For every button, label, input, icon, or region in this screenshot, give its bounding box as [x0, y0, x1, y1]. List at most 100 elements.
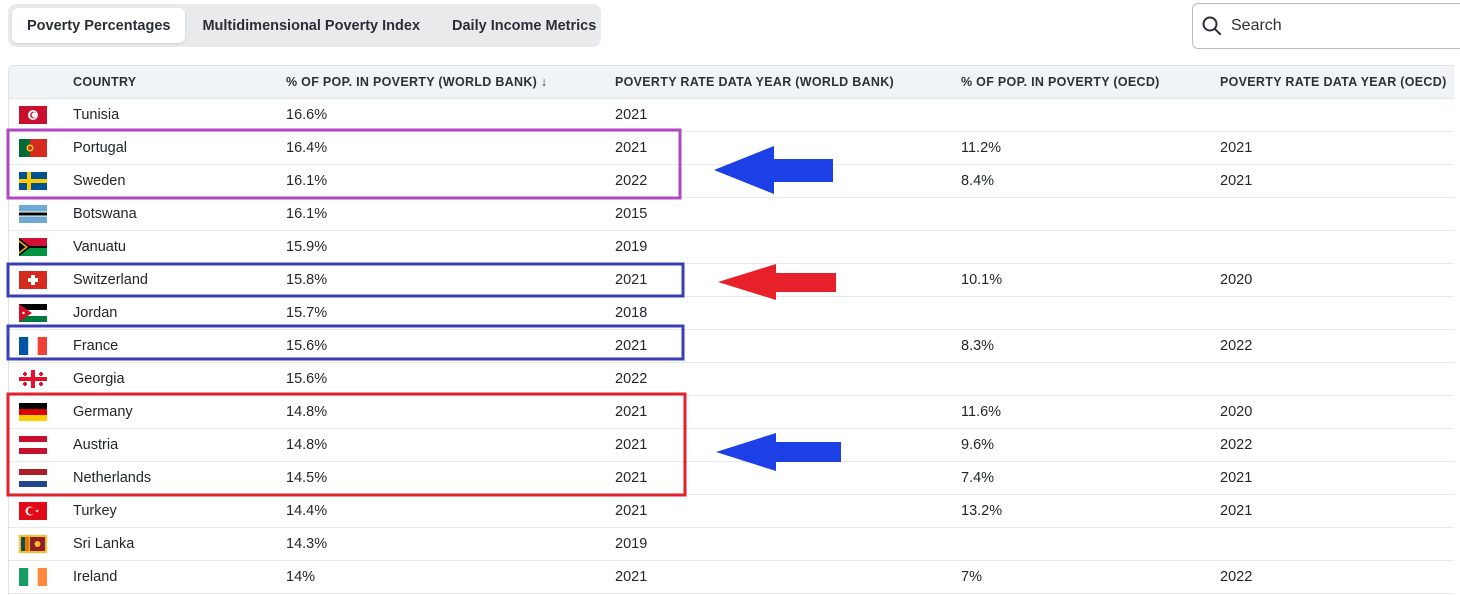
flag-cell	[9, 494, 73, 528]
cell-oecd-pct: 10.1%	[961, 263, 1220, 297]
table-row[interactable]: France 15.6% 2021 8.3% 2022	[9, 329, 1454, 363]
table-row[interactable]: Tunisia 16.6% 2021	[9, 98, 1454, 132]
cell-wb-pct: 16.1%	[286, 197, 615, 231]
cell-wb-pct: 14.4%	[286, 494, 615, 528]
cell-wb-year: 2021	[615, 395, 961, 429]
cell-country: Ireland	[73, 560, 286, 594]
cell-oecd-pct: 13.2%	[961, 494, 1220, 528]
column-header-wb-pct[interactable]: % OF POP. IN POVERTY (WORLD BANK) ↓	[286, 66, 615, 99]
cell-oecd-pct	[961, 362, 1220, 396]
cell-wb-pct: 15.9%	[286, 230, 615, 264]
flag-cell	[9, 131, 73, 165]
jordan-flag-icon	[19, 303, 73, 322]
table-row[interactable]: Jordan 15.7% 2018	[9, 296, 1454, 330]
cell-country: Vanuatu	[73, 230, 286, 264]
column-header-oecd-year[interactable]: POVERTY RATE DATA YEAR (OECD)	[1220, 66, 1454, 99]
cell-oecd-year	[1220, 296, 1454, 330]
tab-poverty-percentages[interactable]: Poverty Percentages	[12, 8, 186, 43]
cell-oecd-year: 2022	[1220, 428, 1454, 462]
sri-lanka-flag-icon	[19, 534, 73, 553]
ireland-flag-icon	[19, 567, 73, 586]
cell-country: Sweden	[73, 164, 286, 198]
tab-bar: Poverty Percentages Multidimensional Pov…	[8, 4, 601, 47]
cell-wb-pct: 16.4%	[286, 131, 615, 165]
cell-country: Switzerland	[73, 263, 286, 297]
cell-country: Austria	[73, 428, 286, 462]
cell-oecd-pct: 8.4%	[961, 164, 1220, 198]
cell-oecd-pct	[961, 527, 1220, 561]
cell-oecd-pct: 7%	[961, 560, 1220, 594]
austria-flag-icon	[19, 435, 73, 454]
cell-oecd-year	[1220, 362, 1454, 396]
cell-wb-year: 2021	[615, 131, 961, 165]
flag-cell	[9, 428, 73, 462]
netherlands-flag-icon	[19, 468, 73, 487]
table-row[interactable]: Switzerland 15.8% 2021 10.1% 2020	[9, 263, 1454, 297]
cell-wb-year: 2021	[615, 560, 961, 594]
flag-cell	[9, 362, 73, 396]
cell-oecd-year	[1220, 527, 1454, 561]
column-header-oecd-pct[interactable]: % OF POP. IN POVERTY (OECD)	[961, 66, 1220, 99]
poverty-table: COUNTRY % OF POP. IN POVERTY (WORLD BANK…	[9, 66, 1454, 594]
flag-cell	[9, 230, 73, 264]
cell-oecd-year: 2022	[1220, 329, 1454, 363]
sweden-flag-icon	[19, 171, 73, 190]
search-box[interactable]	[1192, 3, 1460, 49]
column-header-wb-year[interactable]: POVERTY RATE DATA YEAR (WORLD BANK)	[615, 66, 961, 99]
cell-oecd-year	[1220, 197, 1454, 231]
table-header-row: COUNTRY % OF POP. IN POVERTY (WORLD BANK…	[9, 66, 1454, 99]
search-icon	[1202, 16, 1221, 35]
flag-cell	[9, 263, 73, 297]
cell-wb-year: 2018	[615, 296, 961, 330]
cell-oecd-year: 2020	[1220, 395, 1454, 429]
cell-wb-year: 2019	[615, 230, 961, 264]
cell-wb-year: 2021	[615, 263, 961, 297]
botswana-flag-icon	[19, 204, 73, 223]
table-row[interactable]: Netherlands 14.5% 2021 7.4% 2021	[9, 461, 1454, 495]
cell-wb-pct: 14%	[286, 560, 615, 594]
cell-wb-year: 2022	[615, 164, 961, 198]
cell-wb-pct: 15.6%	[286, 362, 615, 396]
tab-daily-income-metrics[interactable]: Daily Income Metrics	[452, 17, 597, 34]
cell-country: Georgia	[73, 362, 286, 396]
flag-cell	[9, 98, 73, 132]
cell-country: Sri Lanka	[73, 527, 286, 561]
cell-oecd-pct: 8.3%	[961, 329, 1220, 363]
flag-cell	[9, 329, 73, 363]
table-row[interactable]: Portugal 16.4% 2021 11.2% 2021	[9, 131, 1454, 165]
table-row[interactable]: Ireland 14% 2021 7% 2022	[9, 560, 1454, 594]
cell-wb-year: 2021	[615, 329, 961, 363]
search-input[interactable]	[1231, 17, 1431, 35]
cell-country: France	[73, 329, 286, 363]
switzerland-flag-icon	[19, 270, 73, 289]
cell-wb-pct: 16.6%	[286, 98, 615, 132]
cell-country: Turkey	[73, 494, 286, 528]
cell-wb-year: 2021	[615, 98, 961, 132]
cell-wb-year: 2021	[615, 461, 961, 495]
cell-oecd-pct	[961, 296, 1220, 330]
cell-wb-year: 2021	[615, 494, 961, 528]
table-row[interactable]: Georgia 15.6% 2022	[9, 362, 1454, 396]
georgia-flag-icon	[19, 369, 73, 388]
table-row[interactable]: Austria 14.8% 2021 9.6% 2022	[9, 428, 1454, 462]
table-row[interactable]: Vanuatu 15.9% 2019	[9, 230, 1454, 264]
table-row[interactable]: Botswana 16.1% 2015	[9, 197, 1454, 231]
cell-country: Jordan	[73, 296, 286, 330]
cell-oecd-pct	[961, 98, 1220, 132]
cell-wb-year: 2021	[615, 428, 961, 462]
flag-cell	[9, 395, 73, 429]
table-row[interactable]: Germany 14.8% 2021 11.6% 2020	[9, 395, 1454, 429]
cell-oecd-year: 2021	[1220, 164, 1454, 198]
cell-country: Tunisia	[73, 98, 286, 132]
flag-cell	[9, 296, 73, 330]
cell-oecd-year: 2020	[1220, 263, 1454, 297]
tab-multidimensional-poverty-index[interactable]: Multidimensional Poverty Index	[202, 17, 421, 34]
table-row[interactable]: Sri Lanka 14.3% 2019	[9, 527, 1454, 561]
table-row[interactable]: Sweden 16.1% 2022 8.4% 2021	[9, 164, 1454, 198]
cell-oecd-pct: 7.4%	[961, 461, 1220, 495]
column-header-country[interactable]: COUNTRY	[73, 66, 286, 99]
cell-oecd-pct: 11.6%	[961, 395, 1220, 429]
tunisia-flag-icon	[19, 105, 73, 124]
table-row[interactable]: Turkey 14.4% 2021 13.2% 2021	[9, 494, 1454, 528]
france-flag-icon	[19, 336, 73, 355]
